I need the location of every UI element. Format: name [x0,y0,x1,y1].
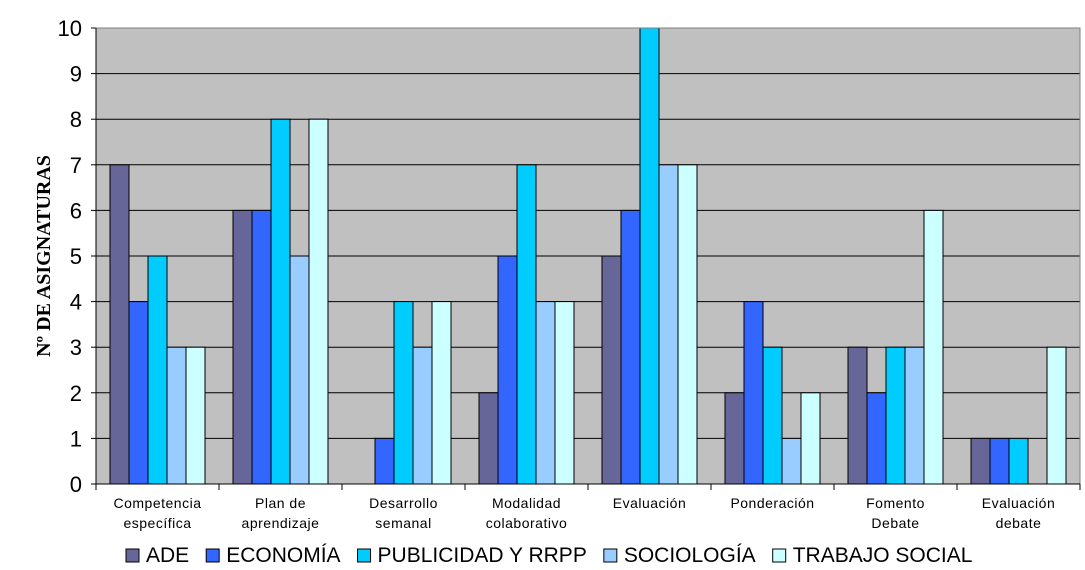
bar [762,346,783,485]
bar [109,164,130,485]
y-tick-label: 8 [70,107,82,132]
x-tick-labels: Competencia específica Plan de aprendizaje D… [114,495,1056,531]
bar [923,209,944,485]
y-tick-labels: 0 1 2 3 4 5 6 7 8 9 10 [58,16,82,497]
legend-swatch [357,548,372,563]
legend-label: SOCIOLOGÍA [624,544,756,567]
bar [185,346,206,485]
axes [95,27,1081,490]
bar [989,437,1010,485]
legend-swatch [603,548,618,563]
y-tick-label: 6 [70,198,82,223]
bar [724,392,745,485]
bar [904,346,925,485]
bar [554,301,575,485]
y-tick-label: 7 [70,153,82,178]
bar [374,437,395,485]
bar [270,118,291,485]
bar [847,346,868,485]
bar [885,346,906,485]
bar [308,118,329,485]
bar [497,255,518,485]
bar [781,437,802,485]
bar [232,209,253,485]
y-tick-label: 9 [70,62,82,87]
legend-swatch [772,548,787,563]
bar [677,164,698,485]
bar [478,392,499,485]
bar [393,301,414,485]
x-tick-label: Fomento Debate [866,495,925,531]
y-axis-label: Nº DE ASIGNATURAS [33,155,55,357]
legend-swatch [205,548,220,563]
bar [639,27,660,485]
x-tick-label: Plan de aprendizaje [242,495,320,531]
bar [800,392,821,485]
bar [743,301,764,485]
x-tick-label: Modalidad colaborativo [486,495,568,531]
bar [535,301,556,485]
y-tick-label: 0 [70,472,82,497]
bar [620,209,641,485]
legend-label: TRABAJO SOCIAL [793,544,973,567]
bar [431,301,452,485]
x-tick-label: Ponderación [730,495,814,511]
y-tick-label: 1 [70,426,82,451]
x-tick-label: Desarrollo semanal [369,495,438,531]
legend-label: PUBLICIDAD Y RRPP [378,544,587,567]
y-tick-label: 5 [70,244,82,269]
y-tick-label: 2 [70,381,82,406]
legend-label: ECONOMÍA [226,544,340,567]
bar [412,346,433,485]
y-tick-label: 4 [70,290,82,315]
y-tick-label: 10 [58,16,82,41]
bar [147,255,168,485]
bar [516,164,537,485]
bar [128,301,149,485]
x-tick-label: Evaluación debate [982,495,1056,531]
bar [601,255,622,485]
legend: ADE ECONOMÍA PUBLICIDAD Y RRPP SOCIOLOGÍA TR… [125,544,973,567]
bar [1008,437,1029,485]
bar [251,209,272,485]
legend-swatch [125,548,140,563]
x-tick-label: Evaluación [613,495,687,511]
legend-label: ADE [146,544,189,567]
bar [970,437,991,485]
bar [289,255,310,485]
x-tick-label: Competencia específica [114,495,202,531]
bar [658,164,679,485]
bar [866,392,887,485]
y-tick-label: 3 [70,335,82,360]
bar [1046,346,1067,485]
bar [166,346,187,485]
